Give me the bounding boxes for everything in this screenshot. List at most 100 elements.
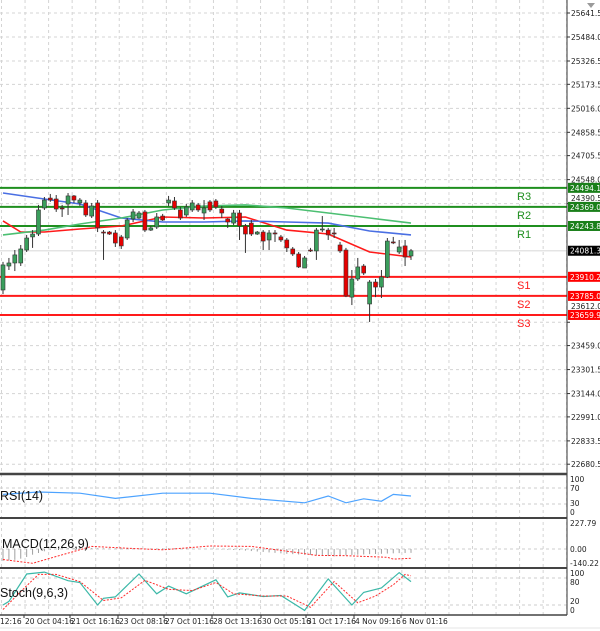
time-tick-label: 28 Oct 13:16 <box>213 617 262 626</box>
candle <box>142 209 148 233</box>
price-tick-label: 23459.0 <box>571 342 600 351</box>
candle-body <box>408 250 414 257</box>
candle-body <box>77 199 83 204</box>
stoch-tick-label: 0 <box>570 606 575 615</box>
candle-body <box>296 253 301 268</box>
candle-body <box>355 266 361 280</box>
candle <box>77 198 83 206</box>
candle <box>178 207 183 221</box>
candle <box>6 257 12 270</box>
candle-body <box>12 254 18 264</box>
candle-body <box>142 211 148 231</box>
candle <box>160 213 165 221</box>
candle-body <box>260 231 266 242</box>
level-badge-s3 <box>568 309 600 320</box>
candle-body <box>337 244 343 252</box>
candle <box>113 230 118 247</box>
candle <box>172 197 177 210</box>
candle-body <box>124 219 130 239</box>
candle <box>195 202 201 212</box>
candle <box>396 239 402 254</box>
candle-body <box>154 216 160 228</box>
candle <box>219 205 225 219</box>
candle <box>337 241 343 253</box>
candle-body <box>30 233 35 238</box>
price-tick-label: 22680.5 <box>571 460 600 469</box>
level-badge-value: 24369.0 <box>570 203 600 212</box>
time-tick-label: 27 Oct 01:16 <box>165 617 214 626</box>
candle <box>272 230 278 242</box>
macd-tick-label: 0.00 <box>570 545 587 554</box>
candle <box>184 204 189 217</box>
candle <box>148 225 154 231</box>
price-tick-label: 23144.0 <box>571 390 600 399</box>
price-tick-label: 25326.5 <box>571 57 600 66</box>
candle-body <box>207 201 213 211</box>
candle <box>107 230 112 235</box>
candle <box>390 236 396 245</box>
candle <box>314 227 319 260</box>
candle-body <box>65 195 71 205</box>
candle <box>130 209 136 222</box>
candle-body <box>24 237 29 251</box>
candle-body <box>95 202 100 229</box>
stoch-label: Stoch(9,6,3) <box>0 586 68 600</box>
candle <box>225 218 230 228</box>
price-tick-label: 24390.5 <box>571 194 600 203</box>
candle-body <box>42 199 47 209</box>
candle <box>213 198 219 210</box>
level-badge-s1 <box>568 271 600 282</box>
price-tick-label: 25641.5 <box>571 9 600 18</box>
candle-body <box>385 240 390 278</box>
candle <box>71 195 77 203</box>
candle <box>237 209 242 240</box>
candle-body <box>314 229 319 252</box>
price-tick-label: 23612.0 <box>571 302 600 311</box>
chart-shift-triangle-icon[interactable] <box>587 3 595 8</box>
candle-body <box>6 262 12 267</box>
time-tick-label: 6 Nov 01:16 <box>402 617 448 626</box>
rsi-tick-label: 0 <box>570 508 575 517</box>
candle <box>207 200 213 212</box>
rsi-tick-label: 70 <box>570 484 580 493</box>
candle-body <box>113 232 118 244</box>
level-badge-s2 <box>568 290 600 301</box>
candle-body <box>284 239 290 249</box>
candle <box>249 220 254 237</box>
candle <box>36 204 41 237</box>
level-badge-r3 <box>568 182 600 193</box>
candle-body <box>243 225 248 235</box>
candle-body <box>89 205 94 217</box>
candle <box>12 250 18 272</box>
candle <box>166 195 171 206</box>
candle <box>343 247 349 298</box>
level-badge-value: 23785.0 <box>570 292 600 301</box>
candle <box>59 204 65 217</box>
grid <box>0 0 568 615</box>
candle-body <box>308 249 313 252</box>
level-label-s3: S3 <box>517 318 530 330</box>
moving-average-line <box>2 192 412 236</box>
candle <box>189 200 195 212</box>
candle-body <box>396 246 402 253</box>
candle-body <box>195 204 201 211</box>
candle-body <box>184 206 189 216</box>
candle-body <box>331 232 337 235</box>
candle <box>95 200 100 233</box>
candle <box>18 245 24 267</box>
stoch-tick-label: 100 <box>570 569 585 578</box>
level-label-r2: R2 <box>517 210 531 222</box>
candle-body <box>83 202 89 216</box>
candle-body <box>302 257 307 269</box>
candle <box>402 239 408 267</box>
candle <box>201 200 207 221</box>
rsi-line <box>2 491 412 504</box>
candle <box>243 223 248 253</box>
time-tick-label: 20 Oct 04:16 <box>25 617 74 626</box>
candle <box>302 255 307 269</box>
candle <box>385 237 390 279</box>
level-label-s2: S2 <box>517 299 530 311</box>
price-tick-label: 22833.5 <box>571 437 600 446</box>
